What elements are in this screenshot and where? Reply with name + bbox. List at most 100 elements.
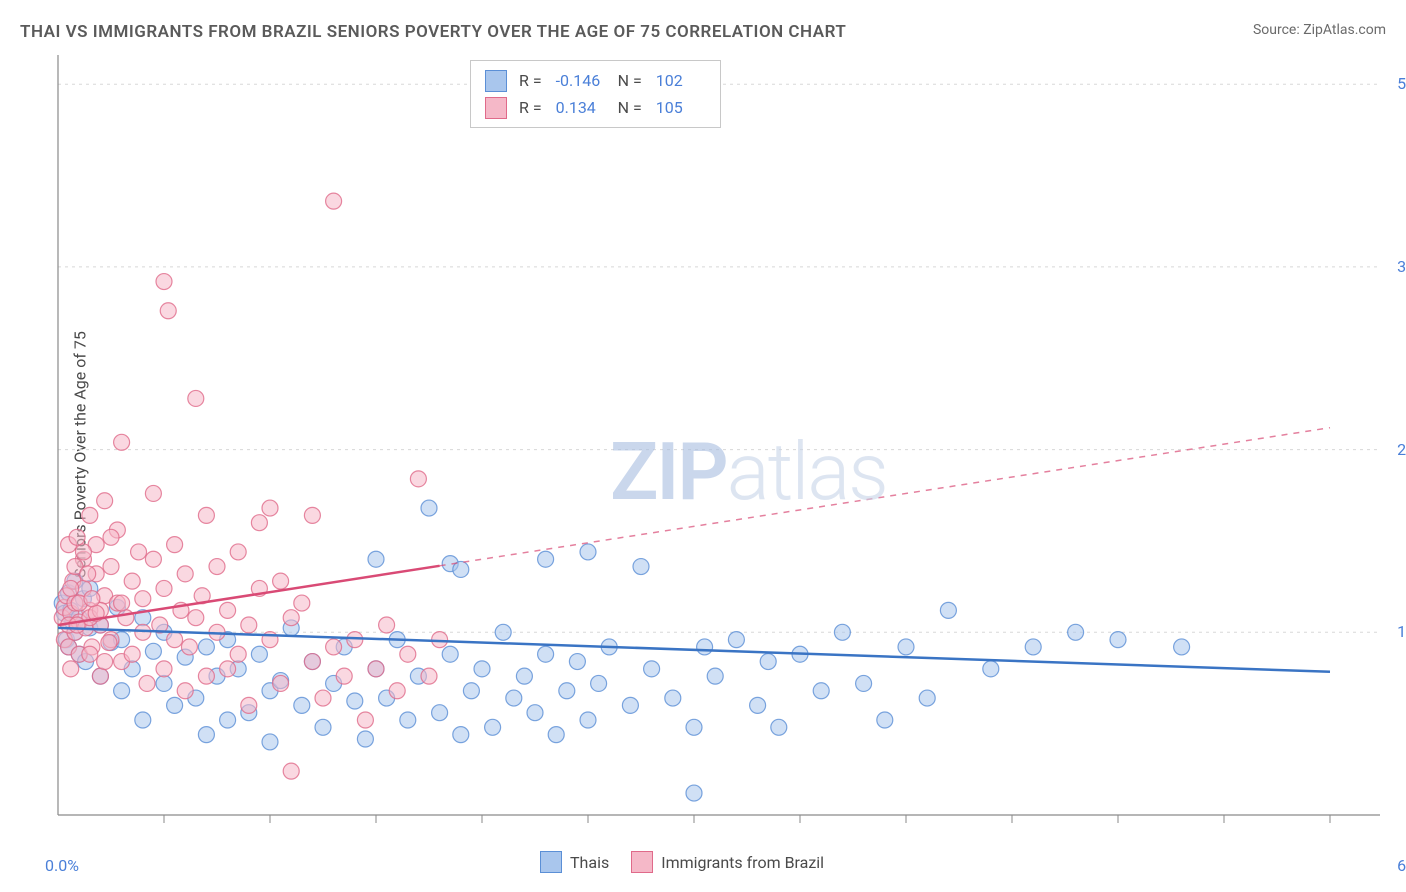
data-point-brazil [368, 661, 384, 677]
data-point-thais [1110, 632, 1126, 648]
data-point-brazil [273, 675, 289, 691]
data-point-brazil [145, 551, 161, 567]
data-point-thais [538, 551, 554, 567]
data-point-brazil [156, 661, 172, 677]
data-point-thais [463, 683, 479, 699]
data-point-thais [569, 654, 585, 670]
data-point-thais [400, 712, 416, 728]
bottom-legend: Thais Immigrants from Brazil [540, 851, 824, 873]
n-label: N = [618, 67, 642, 94]
data-point-brazil [209, 559, 225, 575]
stats-row: R = -0.146 N = 102 [485, 67, 706, 94]
data-point-brazil [379, 617, 395, 633]
n-value: 105 [656, 94, 706, 121]
data-point-brazil [326, 639, 342, 655]
data-point-brazil [230, 544, 246, 560]
data-point-thais [644, 661, 660, 677]
data-point-thais [877, 712, 893, 728]
data-point-thais [421, 500, 437, 516]
data-point-thais [495, 624, 511, 640]
data-point-brazil [69, 617, 85, 633]
series-swatch [485, 97, 507, 119]
n-value: 102 [656, 67, 706, 94]
data-point-thais [898, 639, 914, 655]
r-label: R = [519, 67, 542, 94]
data-point-thais [1068, 624, 1084, 640]
data-point-thais [453, 727, 469, 743]
source-value: ZipAtlas.com [1303, 22, 1386, 38]
data-point-thais [442, 646, 458, 662]
data-point-brazil [135, 591, 151, 607]
data-point-thais [145, 643, 161, 659]
data-point-brazil [198, 668, 214, 684]
data-point-brazil [124, 646, 140, 662]
data-point-brazil [101, 635, 117, 651]
data-point-brazil [63, 580, 79, 596]
data-point-brazil [181, 639, 197, 655]
y-tick-label: 25.0% [1380, 440, 1406, 459]
data-point-brazil [124, 573, 140, 589]
data-point-thais [251, 646, 267, 662]
data-point-thais [1025, 639, 1041, 655]
data-point-brazil [262, 500, 278, 516]
data-point-brazil [156, 274, 172, 290]
data-point-thais [315, 719, 331, 735]
x-axis-origin-label: 0.0% [45, 856, 79, 875]
data-point-brazil [273, 573, 289, 589]
source-attribution: Source: ZipAtlas.com [1253, 22, 1386, 38]
data-point-brazil [198, 507, 214, 523]
data-point-thais [357, 731, 373, 747]
data-point-thais [485, 719, 501, 735]
data-point-brazil [80, 566, 96, 582]
data-point-brazil [139, 675, 155, 691]
r-value: -0.146 [556, 67, 606, 94]
data-point-brazil [82, 507, 98, 523]
data-point-brazil [167, 632, 183, 648]
data-point-thais [665, 690, 681, 706]
data-point-thais [114, 683, 130, 699]
data-point-brazil [188, 390, 204, 406]
data-point-thais [686, 719, 702, 735]
n-label: N = [618, 94, 642, 121]
data-point-thais [940, 602, 956, 618]
data-point-thais [686, 785, 702, 801]
y-tick-label: 37.5% [1380, 257, 1406, 276]
data-point-thais [198, 639, 214, 655]
data-point-brazil [432, 632, 448, 648]
chart-area: Seniors Poverty Over the Age of 75 ZIPat… [50, 55, 1390, 845]
data-point-thais [591, 675, 607, 691]
data-point-thais [559, 683, 575, 699]
data-point-brazil [421, 668, 437, 684]
data-point-brazil [347, 632, 363, 648]
data-point-thais [432, 705, 448, 721]
data-point-brazil [69, 529, 85, 545]
data-point-brazil [131, 544, 147, 560]
stats-row: R =0.134N =105 [485, 94, 706, 121]
y-tick-label: 50.0% [1380, 74, 1406, 93]
data-point-brazil [145, 485, 161, 501]
data-point-thais [506, 690, 522, 706]
data-point-thais [135, 712, 151, 728]
data-point-brazil [97, 493, 113, 509]
r-label: R = [519, 94, 542, 121]
legend-label: Immigrants from Brazil [661, 853, 824, 872]
data-point-brazil [220, 661, 236, 677]
data-point-brazil [304, 507, 320, 523]
series-swatch [631, 851, 653, 873]
data-point-thais [580, 544, 596, 560]
data-point-thais [516, 668, 532, 684]
data-point-thais [750, 697, 766, 713]
data-point-brazil [82, 646, 98, 662]
data-point-thais [167, 697, 183, 713]
data-point-brazil [103, 529, 119, 545]
data-point-thais [771, 719, 787, 735]
data-point-thais [548, 727, 564, 743]
data-point-thais [347, 693, 363, 709]
legend-label: Thais [570, 853, 609, 872]
data-point-brazil [92, 668, 108, 684]
data-point-thais [834, 624, 850, 640]
data-point-brazil [177, 683, 193, 699]
data-point-thais [294, 697, 310, 713]
data-point-thais [474, 661, 490, 677]
y-tick-label: 12.5% [1380, 622, 1406, 641]
